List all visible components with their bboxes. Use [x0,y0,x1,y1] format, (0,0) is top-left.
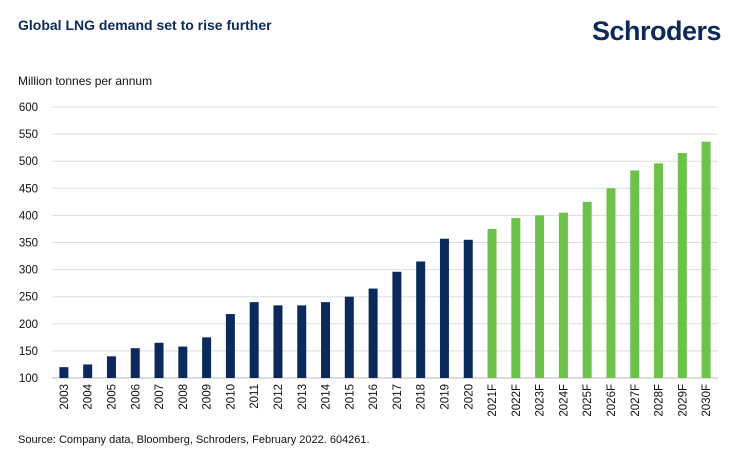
y-tick-label: 350 [19,238,38,250]
x-tick-label: 2021F [487,384,499,417]
y-tick-label: 100 [19,373,38,385]
bar-actual [130,348,140,378]
x-tick-label: 2016 [368,384,380,410]
y-tick-label: 500 [19,156,38,168]
x-tick-label: 2007 [154,384,166,410]
bar-forecast [582,201,592,378]
bar-actual [202,337,212,378]
bar-actual [297,305,307,378]
x-axis-ticks: 2003 2004 2005 2006 2007 2008 2009 2010 2011 2012… [59,383,713,416]
x-tick-label: 2008 [178,384,190,410]
x-tick-label: 2012 [273,384,285,410]
x-tick-label: 2011 [249,384,261,409]
bar-forecast [654,163,664,378]
bar-actual [416,261,426,378]
x-tick-label: 2027F [630,384,642,417]
schroders-logo: Schroders [591,16,722,46]
x-tick-label: 2023F [535,384,547,417]
x-tick-label: 2022F [511,384,523,417]
bar-actual [368,288,378,378]
x-tick-label: 2013 [297,384,309,410]
x-tick-label: 2024F [558,384,570,417]
y-tick-label: 300 [19,265,38,277]
x-tick-label: 2019 [439,384,451,410]
bar-actual [463,239,473,378]
y-axis-unit-label: Million tonnes per annum [18,74,153,88]
bar-actual [225,314,235,378]
bar-forecast [558,212,568,378]
bar-forecast [701,141,711,378]
x-tick-label: 2003 [59,384,71,410]
bar-forecast [535,215,545,378]
x-tick-label: 2017 [392,384,404,410]
bar-actual [106,356,116,378]
bar-forecast [630,170,640,378]
x-tick-label: 2009 [202,384,214,410]
bar-actual [83,364,93,378]
y-tick-label: 150 [19,346,38,358]
x-tick-label: 2010 [225,384,237,410]
x-tick-label: 2015 [344,384,356,410]
x-tick-label: 2026F [606,384,618,417]
x-tick-label: 2025F [582,384,594,417]
x-tick-label: 2018 [416,384,428,410]
bar-actual [249,302,259,378]
gridlines [52,106,718,379]
y-tick-label: 200 [19,319,38,331]
y-tick-label: 450 [19,183,38,195]
bar-actual [439,238,449,378]
y-tick-label: 250 [19,292,38,304]
y-axis-ticks: 100 150 200 250 300 350 400 450 500 550 600 [19,102,38,385]
bar-actual [273,305,283,378]
bars [59,141,711,378]
bar-forecast [606,188,616,378]
x-tick-label: 2006 [130,384,142,410]
y-tick-label: 600 [19,102,38,114]
x-tick-label: 2030F [701,384,713,417]
bar-forecast [677,153,687,378]
x-tick-label: 2004 [83,383,95,409]
y-tick-label: 550 [19,129,38,141]
x-tick-label: 2014 [321,383,333,409]
bar-actual [154,342,164,378]
bar-actual [321,302,331,378]
x-tick-label: 2020 [463,384,475,410]
source-note: Source: Company data, Bloomberg, Schrode… [18,434,370,446]
bar-forecast [487,228,497,378]
bar-actual [344,296,354,378]
chart-title: Global LNG demand set to rise further [18,17,272,33]
x-tick-label: 2029F [677,384,689,417]
x-tick-label: 2005 [106,384,118,410]
x-tick-label: 2028F [654,384,666,417]
bar-actual [59,367,69,378]
bar-actual [392,271,402,378]
bar-forecast [511,218,521,378]
bar-actual [178,346,188,378]
y-tick-label: 400 [19,210,38,222]
